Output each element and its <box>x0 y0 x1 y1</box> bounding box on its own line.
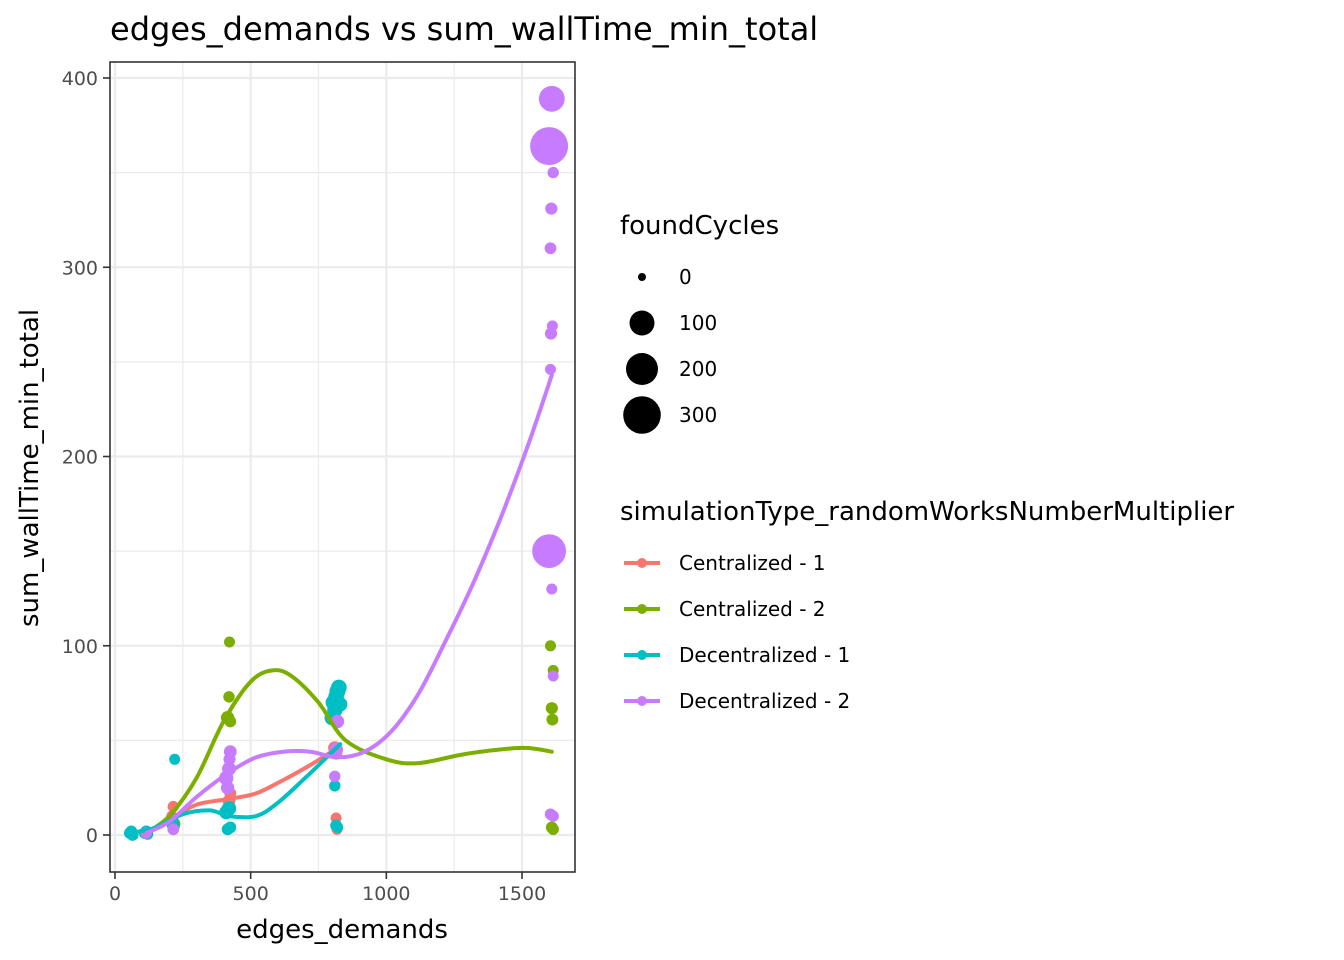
data-point <box>545 202 558 215</box>
data-point <box>333 697 348 712</box>
y-tick-label: 0 <box>86 825 98 847</box>
data-point <box>169 753 181 765</box>
color-legend-point <box>637 558 647 568</box>
x-tick-label: 500 <box>233 883 269 905</box>
data-point <box>223 691 235 703</box>
trend-line <box>144 373 554 836</box>
y-tick-label: 100 <box>62 636 98 658</box>
trend-line <box>144 668 554 836</box>
x-tick-label: 0 <box>109 883 121 905</box>
data-point <box>538 85 565 112</box>
color-legend-label: Decentralized - 2 <box>679 689 850 713</box>
size-legend-label: 300 <box>679 403 717 427</box>
data-point <box>546 713 559 726</box>
data-point <box>547 166 559 179</box>
color-legend-point <box>637 604 647 614</box>
x-axis-title: edges_demands <box>236 915 448 945</box>
axis-ticks: 0 500 1000 1500 0 100 200 300 400 <box>62 68 546 905</box>
color-legend-label: Centralized - 1 <box>679 551 826 575</box>
color-legend-label: Centralized - 2 <box>679 597 826 621</box>
plot-panel: 0 500 1000 1500 0 100 200 300 400 <box>62 61 576 905</box>
data-point <box>224 821 237 834</box>
data-point <box>532 534 566 568</box>
data-point <box>544 327 558 340</box>
data-point <box>530 127 569 166</box>
y-tick-label: 200 <box>62 447 98 469</box>
data-point <box>547 823 559 835</box>
data-point <box>544 242 557 255</box>
color-legend: simulationType_randomWorksNumberMultipli… <box>620 497 1234 713</box>
y-axis-title: sum_wallTime_min_total <box>15 309 45 627</box>
data-point <box>220 781 235 795</box>
data-point <box>223 753 236 766</box>
data-point <box>547 670 559 682</box>
size-legend-key <box>638 273 646 281</box>
data-point <box>545 363 556 375</box>
size-legend-label: 200 <box>679 357 717 381</box>
size-legend-label: 100 <box>679 311 717 335</box>
color-legend-point <box>637 696 647 706</box>
data-point <box>331 679 347 696</box>
size-legend: foundCycles 0 100 200 300 <box>620 211 779 434</box>
plot-border <box>109 61 576 873</box>
size-legend-title: foundCycles <box>620 211 779 241</box>
data-point <box>329 780 341 792</box>
x-tick-label: 1500 <box>498 883 546 905</box>
data-point <box>545 640 556 652</box>
color-legend-title: simulationType_randomWorksNumberMultipli… <box>620 497 1234 527</box>
color-legend-point <box>637 650 647 660</box>
y-tick-label: 400 <box>62 68 98 90</box>
data-point <box>221 801 237 816</box>
y-tick-label: 300 <box>62 257 98 279</box>
data-point <box>167 823 180 836</box>
color-legend-label: Decentralized - 1 <box>679 643 850 667</box>
data-point <box>329 770 341 782</box>
trend-lines <box>127 373 554 836</box>
data-point <box>331 821 344 834</box>
data-point <box>546 583 558 595</box>
data-point <box>545 702 558 715</box>
x-tick-label: 1000 <box>362 883 410 905</box>
chart-title: edges_demands vs sum_wallTime_min_total <box>110 10 818 48</box>
size-legend-label: 0 <box>679 265 692 289</box>
data-point <box>224 636 235 648</box>
size-legend-key <box>626 353 658 385</box>
size-legend-key <box>629 310 655 336</box>
data-point <box>547 810 559 822</box>
size-legend-key <box>623 396 661 434</box>
